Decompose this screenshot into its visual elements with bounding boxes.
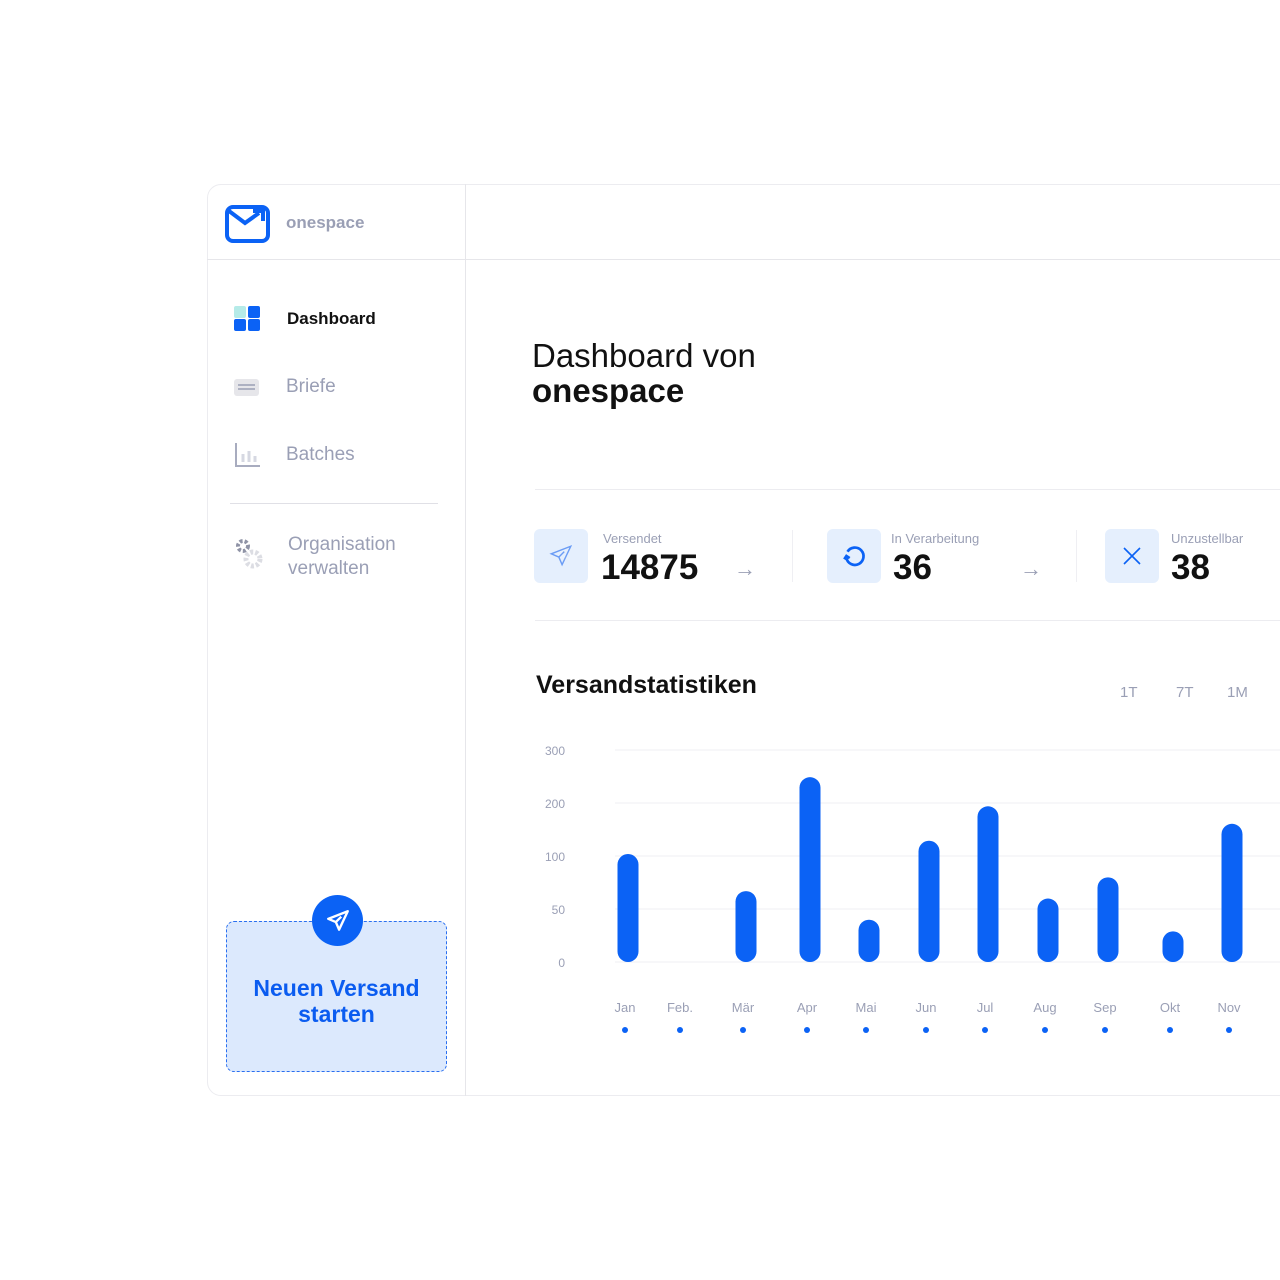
x-marker-dot <box>1226 1027 1232 1033</box>
paper-plane-icon <box>534 529 588 583</box>
header-divider <box>207 259 1280 260</box>
y-tick-label: 100 <box>545 850 565 864</box>
divider <box>535 489 1280 490</box>
cta-line2: starten <box>298 1001 375 1027</box>
page-title: Dashboard von onespace <box>532 338 756 408</box>
brand-name: onespace <box>286 213 365 232</box>
dashboard-grid-icon <box>234 306 260 331</box>
sidebar-item-label: Briefe <box>286 376 336 397</box>
bar <box>1162 931 1184 962</box>
y-tick-label: 0 <box>558 956 565 970</box>
stat-value: 36 <box>893 548 932 587</box>
x-marker-dot <box>923 1027 929 1033</box>
letter-icon <box>234 379 259 396</box>
bar <box>799 777 821 962</box>
sidebar-item-label: Batches <box>286 444 355 465</box>
bar <box>1221 823 1243 962</box>
arrow-right-icon[interactable]: → <box>734 556 756 581</box>
title-line2: onespace <box>532 372 685 409</box>
divider <box>535 620 1280 621</box>
gears-icon <box>236 539 263 569</box>
sidebar-item-batches[interactable]: Batches <box>234 442 355 468</box>
new-shipment-button[interactable]: Neuen Versand starten <box>226 921 447 1072</box>
refresh-icon <box>827 529 881 583</box>
settings-label-line1: Organisation <box>288 534 396 555</box>
x-marker-dot <box>740 1027 746 1033</box>
x-tick-label: Jun <box>916 1000 937 1015</box>
bar-chart-icon <box>235 443 260 467</box>
bar <box>918 840 940 962</box>
sidebar-item-dashboard[interactable]: Dashboard <box>234 306 376 332</box>
x-tick-label: Jul <box>977 1000 994 1015</box>
stat-label: Unzustellbar <box>1171 531 1244 546</box>
bar <box>1097 877 1119 962</box>
x-marker-dot <box>804 1027 810 1033</box>
x-marker-dot <box>1167 1027 1173 1033</box>
x-marker-dot <box>863 1027 869 1033</box>
range-1t[interactable]: 1T <box>1120 684 1138 701</box>
stat-label: Versendet <box>603 531 662 546</box>
sidebar-divider <box>230 503 438 504</box>
settings-label-line2: verwalten <box>288 558 370 579</box>
sidebar-item-briefe[interactable]: Briefe <box>234 376 336 398</box>
divider <box>792 530 793 582</box>
sidebar-item-organisation[interactable]: Organisation verwalten <box>234 533 396 581</box>
x-tick-label: Feb. <box>667 1000 693 1015</box>
y-tick-label: 200 <box>545 797 565 811</box>
x-marker-dot <box>1042 1027 1048 1033</box>
x-tick-label: Mär <box>732 1000 755 1015</box>
x-marker-dot <box>622 1027 628 1033</box>
x-tick-label: Okt <box>1160 1000 1181 1015</box>
divider <box>1076 530 1077 582</box>
x-tick-label: Sep <box>1093 1000 1116 1015</box>
cta-line1: Neuen Versand <box>253 975 420 1001</box>
sidebar <box>207 184 466 1096</box>
x-tick-label: Nov <box>1217 1000 1241 1015</box>
stat-value: 38 <box>1171 548 1210 587</box>
x-marker-dot <box>677 1027 683 1033</box>
y-tick-label: 300 <box>545 744 565 758</box>
x-marker-dot <box>982 1027 988 1033</box>
logo-icon <box>225 205 270 243</box>
title-line1: Dashboard von <box>532 337 756 374</box>
y-tick-label: 50 <box>552 903 566 917</box>
bar <box>858 919 880 962</box>
bar <box>735 891 757 962</box>
x-tick-label: Mai <box>856 1000 877 1015</box>
range-1m[interactable]: 1M <box>1227 684 1248 701</box>
stat-value: 14875 <box>601 548 699 587</box>
sidebar-item-label: Dashboard <box>287 309 376 328</box>
app-frame <box>207 184 1280 1096</box>
range-7t[interactable]: 7T <box>1176 684 1194 701</box>
bar <box>617 854 639 962</box>
x-tick-label: Jan <box>615 1000 636 1015</box>
bar <box>977 806 999 962</box>
x-tick-label: Apr <box>797 1000 818 1015</box>
close-icon <box>1105 529 1159 583</box>
bar <box>1037 898 1059 962</box>
chart-title: Versandstatistiken <box>536 671 757 699</box>
arrow-right-icon[interactable]: → <box>1020 556 1042 581</box>
x-marker-dot <box>1102 1027 1108 1033</box>
paper-plane-icon <box>312 895 363 946</box>
x-tick-label: Aug <box>1033 1000 1056 1015</box>
stat-label: In Verarbeitung <box>891 531 980 546</box>
